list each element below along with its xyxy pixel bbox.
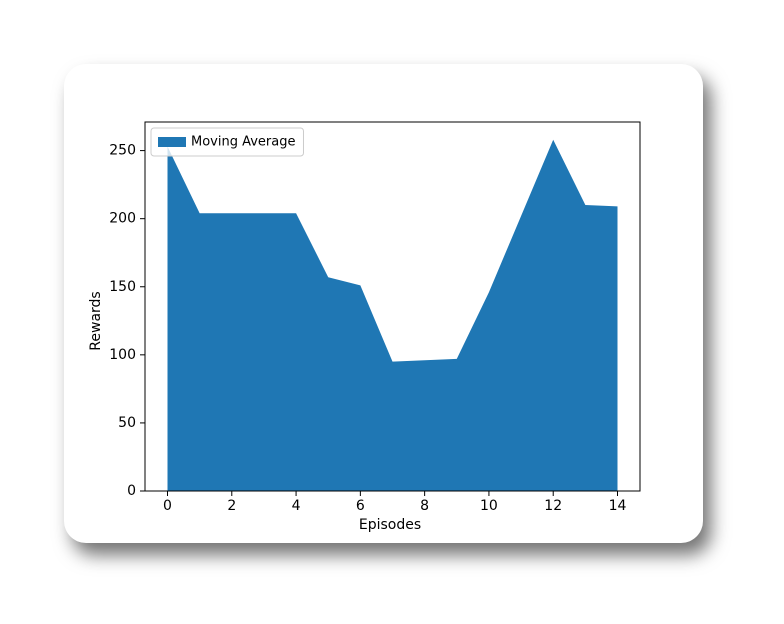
x-tick-label: 2 (227, 498, 236, 514)
x-axis-label: Episodes (359, 517, 421, 533)
x-tick-label: 8 (420, 498, 429, 514)
y-tick-label: 100 (109, 347, 136, 363)
x-tick-label: 14 (609, 498, 627, 514)
y-tick-label: 50 (118, 415, 136, 431)
y-tick-label: 150 (109, 279, 136, 295)
area (167, 139, 618, 491)
y-axis-label: Rewards (88, 291, 104, 350)
x-tick-label: 6 (356, 498, 365, 514)
x-tick-label: 0 (163, 498, 172, 514)
x-tick-label: 4 (292, 498, 301, 514)
legend-swatch (158, 137, 186, 147)
x-tick-label: 10 (480, 498, 498, 514)
legend-label: Moving Average (191, 135, 295, 150)
legend-box (150, 127, 304, 157)
x-tick-label: 12 (544, 498, 562, 514)
plot-frame (144, 121, 641, 492)
y-tick-label: 0 (127, 483, 136, 499)
y-tick-label: 200 (109, 211, 136, 227)
y-tick-label: 250 (109, 143, 136, 159)
